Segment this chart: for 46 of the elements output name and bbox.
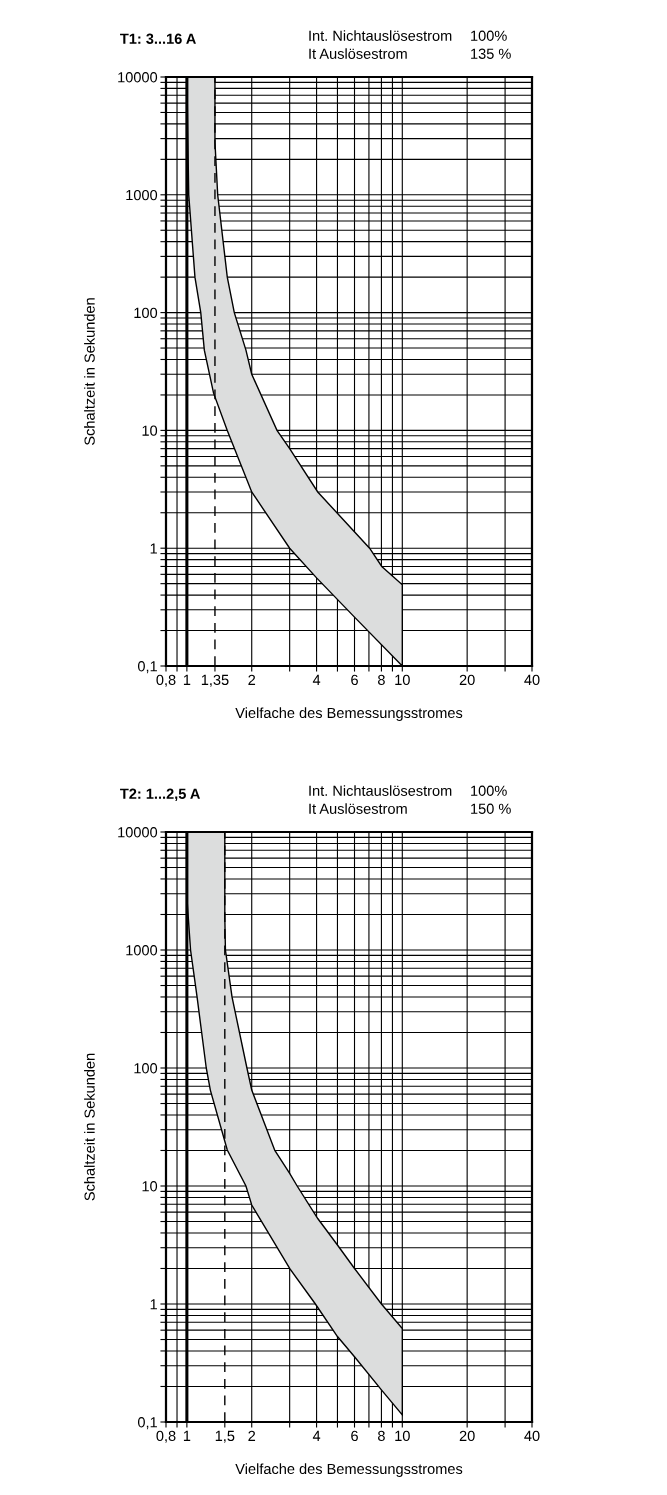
x-tick-label: 10	[395, 1430, 410, 1442]
x-tick-label: 1	[183, 1430, 191, 1441]
text: Int. Nichtauslösestrom	[309, 30, 452, 41]
y-tick-label: 1000	[126, 945, 158, 956]
y-tick-label: 10	[142, 1181, 158, 1192]
y-tick-label: 100	[134, 307, 158, 319]
y-tick-label: 1	[150, 1299, 157, 1310]
chart-title: T1: 3...16 A	[120, 33, 196, 44]
chart-title: T2: 1...2,5 A	[120, 788, 200, 802]
x-tick-label: 1	[183, 674, 191, 685]
text: 100%	[471, 785, 507, 796]
text: Int. Nichtauslösestrom	[309, 785, 452, 796]
x-tick-label: 20	[459, 1430, 475, 1442]
y-tick-label: 10	[142, 425, 158, 436]
text: It Auslösestrom	[309, 803, 407, 814]
text: It Auslösestrom	[309, 48, 407, 59]
text: 150 %	[471, 803, 511, 814]
x-tick-label: 6	[351, 674, 358, 686]
x-tick-label: 4	[312, 674, 321, 685]
y-axis-title: Schaltzeit in Sekunden	[84, 1053, 95, 1201]
x-tick-label: 40	[524, 674, 540, 686]
x-axis-title: Vielfache des Bemessungsstromes	[235, 707, 463, 721]
x-tick-label: 1,5	[215, 1430, 235, 1443]
y-tick-label: 0,1	[137, 1417, 157, 1430]
x-tick-label: 8	[378, 674, 385, 686]
x-tick-label: 40	[524, 1430, 540, 1442]
y-tick-label: 1	[150, 543, 157, 554]
x-tick-label: 1,35	[201, 674, 229, 687]
x-tick-label: 0,8	[156, 1430, 176, 1443]
x-axis-title: Vielfache des Bemessungsstromes	[235, 1463, 463, 1477]
y-axis-title: Schaltzeit in Sekunden	[84, 298, 95, 446]
text: 100%	[471, 30, 507, 41]
x-tick-label: 20	[459, 674, 475, 686]
x-tick-label: 6	[351, 1430, 358, 1442]
y-tick-label: 100	[134, 1063, 158, 1074]
x-tick-label: 4	[312, 1430, 321, 1441]
y-tick-label: 10000	[118, 827, 158, 838]
y-tick-label: 0,1	[137, 661, 157, 674]
x-tick-label: 0,8	[156, 674, 176, 687]
x-tick-label: 10	[395, 674, 410, 686]
y-tick-label: 1000	[126, 189, 158, 201]
x-tick-label: 2	[248, 1430, 256, 1441]
x-tick-label: 8	[378, 1430, 385, 1442]
x-tick-label: 2	[248, 674, 256, 685]
text: 135 %	[471, 48, 511, 59]
y-tick-label: 10000	[118, 72, 158, 83]
